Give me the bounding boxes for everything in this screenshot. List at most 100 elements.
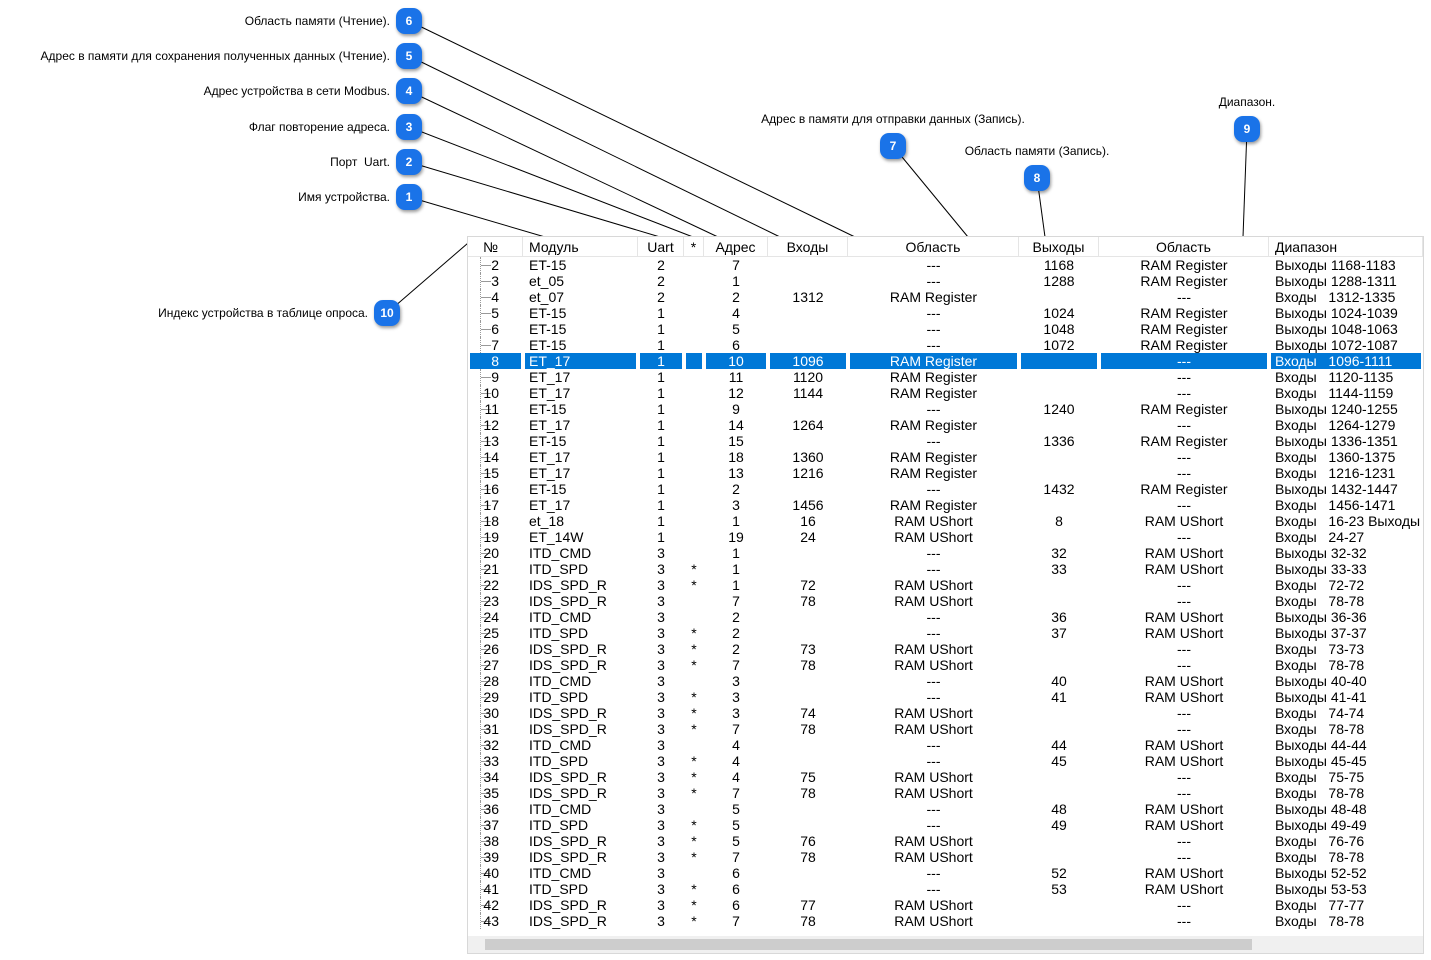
table-cell[interactable]: 35	[483, 785, 499, 801]
table-cell[interactable]: *	[691, 577, 697, 593]
table-cell[interactable]: ---	[926, 273, 941, 289]
table-cell[interactable]: Входы 1312-1335	[1275, 289, 1396, 305]
table-cell[interactable]: ---	[926, 689, 941, 705]
table-cell[interactable]: 4	[732, 305, 740, 321]
table-cell[interactable]: 1	[657, 465, 665, 481]
table-cell[interactable]: 7	[732, 257, 740, 273]
table-cell[interactable]	[1019, 785, 1099, 801]
table-cell[interactable]	[684, 801, 704, 817]
table-cell[interactable]: RAM UShort	[1144, 609, 1224, 625]
table-cell[interactable]: ITD_CMD	[529, 545, 592, 561]
table-cell[interactable]: ---	[926, 257, 941, 273]
table-cell[interactable]	[1019, 705, 1099, 721]
table-cell[interactable]: 3	[657, 801, 665, 817]
table-cell[interactable]: 1	[657, 481, 665, 497]
table-cell[interactable]: 1	[657, 417, 665, 433]
table-cell[interactable]: RAM Register	[1140, 257, 1228, 273]
table-cell[interactable]: ---	[926, 817, 941, 833]
table-cell[interactable]: 3	[491, 273, 499, 289]
table-cell[interactable]: Выходы 48-48	[1275, 801, 1367, 817]
table-cell[interactable]: Выходы 52-52	[1275, 865, 1367, 881]
table-cell[interactable]: ---	[926, 881, 941, 897]
table-cell[interactable]: ---	[1177, 769, 1191, 785]
table-cell[interactable]: 29	[483, 689, 499, 705]
table-cell[interactable]: Выходы 1240-1255	[1275, 401, 1398, 417]
table-cell[interactable]	[1019, 385, 1099, 401]
table-cell[interactable]: RAM UShort	[894, 721, 973, 737]
table-cell[interactable]: 6	[732, 881, 740, 897]
table-cell[interactable]: 7	[732, 785, 740, 801]
table-cell[interactable]: 44	[1051, 737, 1067, 753]
table-cell[interactable]: ET_17	[529, 465, 571, 481]
table-cell[interactable]: IDS_SPD_R	[529, 833, 607, 849]
table-cell[interactable]: 3	[657, 641, 665, 657]
table-cell[interactable]: Входы 78-78	[1275, 913, 1365, 929]
table-cell[interactable]	[684, 417, 704, 433]
table-cell[interactable]: 19	[483, 529, 499, 545]
table-cell[interactable]: 3	[657, 913, 665, 929]
table-cell[interactable]: Выходы 1168-1183	[1275, 257, 1396, 273]
table-cell[interactable]: 8	[470, 353, 521, 369]
table-cell[interactable]: *	[691, 849, 697, 865]
table-cell[interactable]: ET_17	[529, 417, 571, 433]
table-cell[interactable]	[768, 817, 848, 833]
table-cell[interactable]	[684, 289, 704, 305]
table-cell[interactable]: *	[691, 785, 697, 801]
table-cell[interactable]: Входы 77-77	[1275, 897, 1365, 913]
table-cell[interactable]: 2	[657, 289, 665, 305]
table-cell[interactable]: 2	[491, 257, 499, 273]
table-cell[interactable]: ITD_SPD	[529, 881, 589, 897]
table-cell[interactable]: 3	[657, 721, 665, 737]
table-cell[interactable]: RAM UShort	[894, 849, 973, 865]
table-cell[interactable]	[768, 737, 848, 753]
table-cell[interactable]	[1019, 657, 1099, 673]
table-cell[interactable]: 77	[800, 897, 816, 913]
table-cell[interactable]	[1019, 289, 1099, 305]
table-cell[interactable]	[768, 561, 848, 577]
table-cell[interactable]: 33	[1051, 561, 1067, 577]
table-cell[interactable]: 1264	[792, 417, 824, 433]
table-cell[interactable]: ET-15	[529, 433, 567, 449]
table-cell[interactable]: Выходы 1048-1063	[1275, 321, 1398, 337]
table-cell[interactable]: 3	[657, 753, 665, 769]
table-cell[interactable]: 78	[800, 593, 816, 609]
table-cell[interactable]: 4	[732, 753, 740, 769]
table-cell[interactable]: 3	[657, 865, 665, 881]
table-cell[interactable]: IDS_SPD_R	[529, 593, 607, 609]
table-cell[interactable]: *	[691, 881, 697, 897]
table-cell[interactable]: 19	[728, 529, 744, 545]
table-cell[interactable]: RAM UShort	[894, 833, 973, 849]
table-cell[interactable]	[768, 753, 848, 769]
table-cell[interactable]: Выходы 44-44	[1275, 737, 1367, 753]
table-cell[interactable]: ---	[1177, 465, 1191, 481]
table-cell[interactable]: 1312	[792, 289, 824, 305]
table-cell[interactable]: RAM UShort	[1144, 561, 1224, 577]
table-cell[interactable]	[684, 481, 704, 497]
table-cell[interactable]	[1019, 913, 1099, 929]
table-cell[interactable]: ---	[926, 673, 941, 689]
table-cell[interactable]: RAM UShort	[894, 897, 973, 913]
table-cell[interactable]: RAM Register	[1140, 433, 1228, 449]
table-cell[interactable]	[1019, 449, 1099, 465]
table-cell[interactable]: RAM UShort	[1144, 881, 1224, 897]
table-cell[interactable]: 5	[732, 801, 740, 817]
table-cell[interactable]: 40	[483, 865, 499, 881]
table-cell[interactable]	[684, 385, 704, 401]
table-cell[interactable]	[1019, 849, 1099, 865]
table-cell[interactable]: RAM UShort	[1144, 673, 1224, 689]
table-cell[interactable]: RAM UShort	[1144, 545, 1224, 561]
table-cell[interactable]: ITD_CMD	[529, 801, 592, 817]
table-cell[interactable]: ---	[1177, 897, 1191, 913]
table-cell[interactable]	[1019, 497, 1099, 513]
table-cell[interactable]: Выходы 33-33	[1275, 561, 1367, 577]
table-cell[interactable]	[1019, 721, 1099, 737]
table-cell[interactable]: 3	[657, 561, 665, 577]
table-cell[interactable]: 26	[483, 641, 499, 657]
table-cell[interactable]: 16	[483, 481, 499, 497]
table-cell[interactable]: ET-15	[529, 305, 567, 321]
table-cell[interactable]	[684, 321, 704, 337]
table-cell[interactable]: *	[691, 561, 697, 577]
table-cell[interactable]: RAM Register	[1140, 321, 1228, 337]
table-cell[interactable]: 36	[483, 801, 499, 817]
table-cell[interactable]: RAM UShort	[894, 577, 973, 593]
